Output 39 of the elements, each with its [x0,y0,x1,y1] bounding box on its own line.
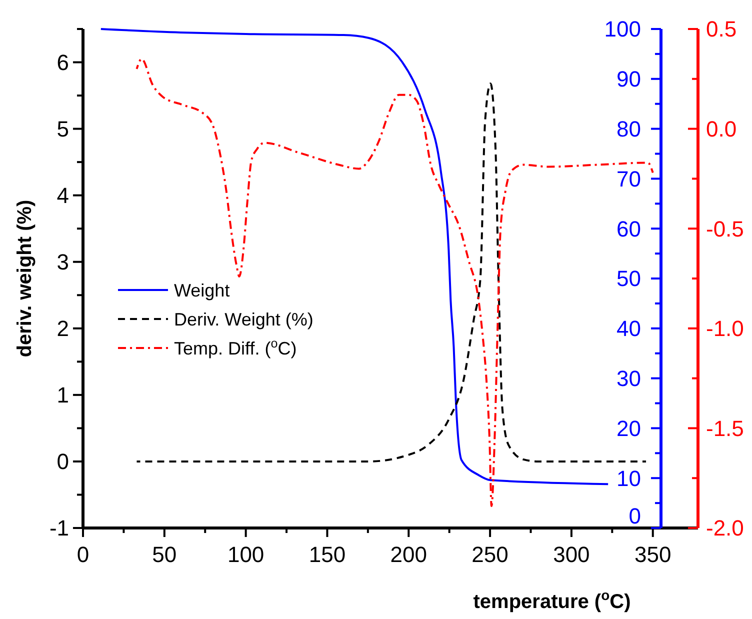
y2-tick-label: 20 [616,416,641,441]
y2-tick-label: 30 [616,366,641,391]
y2-tick-label: 90 [616,66,641,92]
legend-label: Weight [174,280,230,300]
y2-tick-label: 0 [628,504,641,529]
y2-tick-label: 10 [616,466,641,491]
y-tick-label: 3 [56,250,69,275]
legend-label: Temp. Diff. ($^{o}$C) [174,336,297,358]
y3-tick-label: 0.5 [706,16,737,42]
y3-tick-label: -1.0 [706,316,744,342]
x-tick-label: 150 [308,542,346,567]
line-series [136,58,654,508]
y3-tick-label: -0.5 [706,216,744,242]
y3-tick-label: -2.0 [706,516,744,541]
y-tick-label: 1 [56,382,69,408]
x-tick-label: 200 [390,542,427,567]
legend-label: Deriv. Weight (%) [174,309,314,330]
x-tick-label: 250 [472,542,508,567]
y2-tick-label: 40 [616,316,641,342]
y-axis-title: deriv. weight (%) [14,200,36,358]
x-tick-label: 0 [76,542,90,567]
y-tick-label: 5 [56,116,69,142]
x-tick-label: 100 [227,542,264,567]
y2-tick-label: 70 [616,166,641,192]
x-axis-title: temperature ($^{o}$C) [473,587,631,613]
x-tick-label: 350 [634,542,672,567]
y-tick-label: 6 [56,50,69,75]
x-tick-label: 50 [152,542,177,567]
y-tick-label: 4 [56,183,69,208]
y2-tick-label: 50 [616,266,641,292]
x-tick-label: 300 [553,542,590,567]
y-tick-label: -1 [49,516,69,541]
y2-tick-label: 80 [616,116,641,142]
y-tick-label: 2 [56,316,69,342]
y3-tick-label: 0.0 [706,116,737,142]
y2-tick-label: 100 [604,16,641,42]
y3-tick-label: -1.5 [706,416,744,441]
y2-tick-label: 60 [616,216,641,242]
y-tick-label: 0 [56,449,69,474]
